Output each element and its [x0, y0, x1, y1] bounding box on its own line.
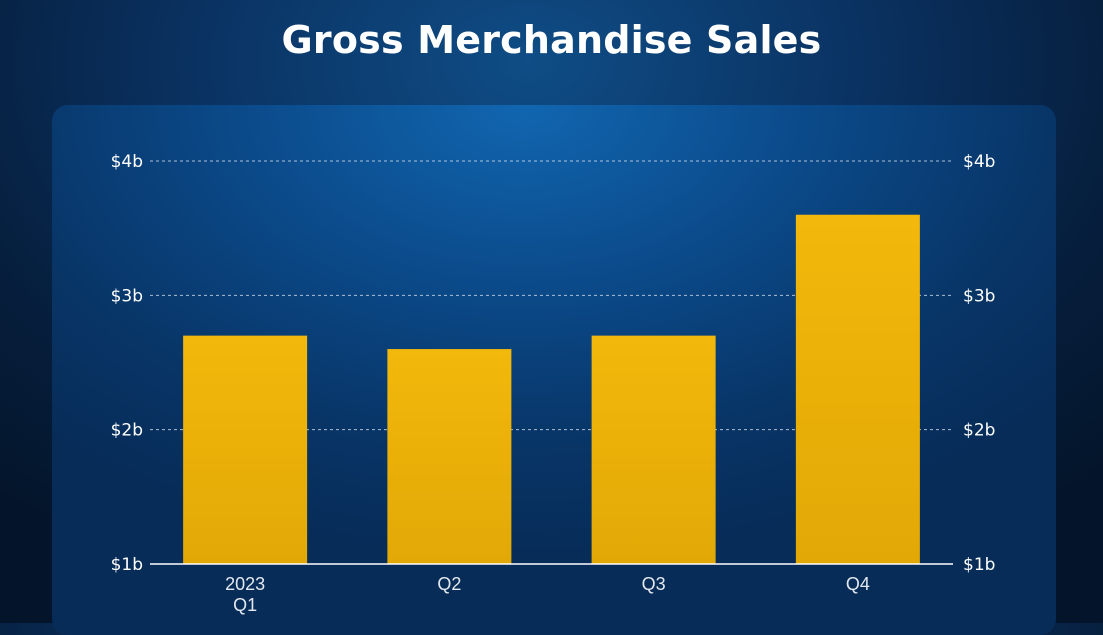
x-tick-label-q4: Q4 [846, 574, 870, 594]
bar-q3 [591, 335, 716, 564]
x-tick-label-q3: Q3 [642, 574, 666, 594]
y-tick-right-3: $4b [963, 152, 995, 172]
y-tick-right-2: $3b [963, 286, 995, 306]
x-tick-label-q1-line-1: 2023 [225, 574, 265, 594]
y-tick-right-1: $2b [963, 421, 995, 441]
bars [183, 214, 920, 564]
x-tick-label-q1-line-2: Q1 [233, 595, 257, 615]
y-tick-left-0: $1b [111, 555, 143, 575]
y-tick-left-3: $4b [111, 152, 143, 172]
y-tick-left-1: $2b [111, 421, 143, 441]
bar-q2 [387, 349, 512, 564]
y-tick-right-0: $1b [963, 555, 995, 575]
y-tick-left-2: $3b [111, 286, 143, 306]
bar-q4 [795, 214, 920, 564]
bar-q1 [183, 335, 308, 564]
x-tick-label-q2: Q2 [437, 574, 461, 594]
chart-title: Gross Merchandise Sales [281, 18, 822, 62]
